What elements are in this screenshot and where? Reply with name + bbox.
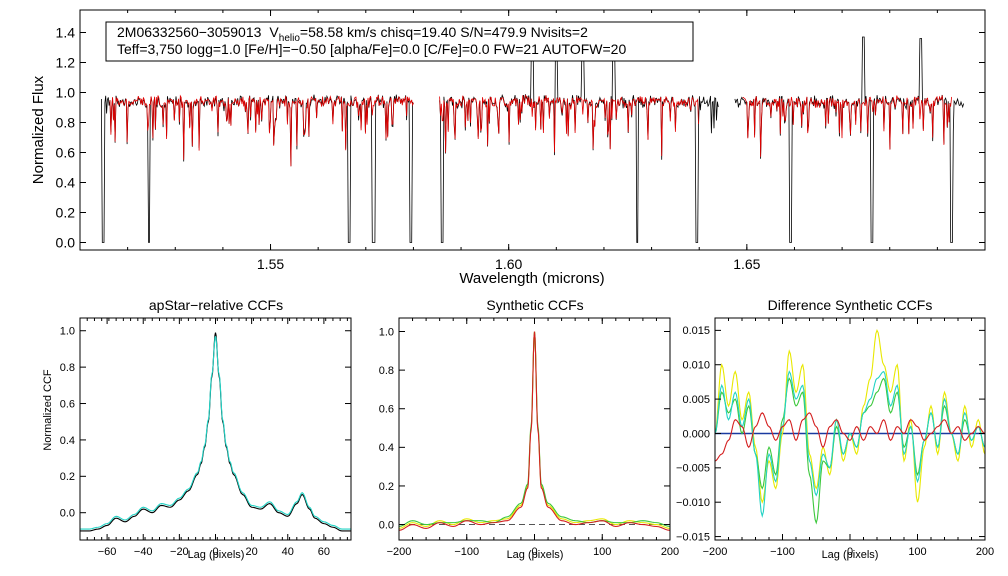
spectrum-observed-line bbox=[439, 36, 719, 243]
apstar-ccf-ytick-label: 0.6 bbox=[60, 398, 75, 410]
spectrum-ytick-label: 0.0 bbox=[56, 234, 76, 250]
diff-ccf-ytick-label: −0.015 bbox=[676, 531, 710, 543]
apstar-ccf-series-combined bbox=[80, 332, 351, 532]
apstar-ccf-ytick-label: 0.4 bbox=[60, 435, 75, 447]
diff-ccf-plot-area bbox=[714, 328, 986, 525]
synthetic-ccf-ytick-label: 0.0 bbox=[379, 519, 394, 531]
apstar-ccf-xlabel: Lag (pixels) bbox=[188, 549, 245, 561]
synthetic-ccf-ytick-label: 0.8 bbox=[379, 365, 394, 377]
synthetic-ccf-plot-area bbox=[398, 331, 671, 531]
synthetic-ccf-title: Synthetic CCFs bbox=[486, 297, 583, 313]
header-star-id: 2M06332560−3059013 bbox=[117, 24, 262, 40]
diff-ccf-xlabel: Lag (pixels) bbox=[822, 549, 879, 561]
apstar-ccf-xtick-label: −20 bbox=[170, 546, 189, 558]
spectrum-model-line bbox=[742, 95, 952, 157]
diff-ccf-title: Difference Synthetic CCFs bbox=[768, 297, 933, 313]
spectrum-ytick-label: 1.0 bbox=[56, 84, 76, 100]
synthetic-ccf-ytick-label: 0.6 bbox=[379, 404, 394, 416]
spectrum-plot-area bbox=[101, 36, 964, 243]
synthetic-ccf-ytick-label: 0.4 bbox=[379, 442, 394, 454]
apstar-ccf-xtick-label: 20 bbox=[246, 546, 258, 558]
synthetic-ccf-ytick-label: 1.0 bbox=[379, 326, 394, 338]
spectrum-xlabel: Wavelength (microns) bbox=[459, 270, 604, 287]
apstar-ccf-xtick-label: 60 bbox=[318, 546, 330, 558]
spectrum-ytick-label: 0.8 bbox=[56, 114, 76, 130]
synthetic-ccf-xtick-label: 200 bbox=[661, 546, 679, 558]
spectrum-ytick-label: 0.4 bbox=[56, 174, 76, 190]
spectrum-model-line bbox=[439, 94, 699, 157]
diff-ccf-frame bbox=[714, 317, 986, 541]
spectrum-xtick-label: 1.65 bbox=[733, 256, 760, 272]
synthetic-ccf-axes: −200 −100 0 100 200 0.0 0.2 0.4 0.6 0.8 1.0 bbox=[379, 318, 679, 558]
synthetic-ccf-panel: Synthetic CCFs −200 −100 0 100 200 0.0 0.2 0.4 0… bbox=[379, 297, 679, 561]
spectrum-ylabel: Normalized Flux bbox=[30, 75, 47, 184]
header-v-sub: helio bbox=[279, 33, 301, 44]
spectrum-model-line bbox=[109, 94, 414, 167]
apstar-ccf-ylabel: Normalized CCF bbox=[42, 369, 54, 451]
apstar-ccf-xtick-label: −40 bbox=[134, 546, 153, 558]
apstar-ccf-xtick-label: 0 bbox=[212, 546, 218, 558]
synthetic-ccf-xtick-label: 100 bbox=[593, 546, 611, 558]
diff-ccf-ytick-label: −0.005 bbox=[676, 463, 710, 475]
spectrum-xtick-label: 1.60 bbox=[495, 256, 522, 272]
spectrum-frame bbox=[79, 9, 986, 251]
spectrum-xtick-label: 1.55 bbox=[257, 256, 284, 272]
spectrum-panel: 1.55 1.60 1.65 0.0 0.2 0.4 0.6 0.8 1.0 1.2 1.4 Wav… bbox=[30, 9, 986, 287]
synthetic-ccf-xtick-label: −100 bbox=[454, 546, 479, 558]
diff-ccf-series-diff-c bbox=[714, 370, 986, 519]
diff-ccf-ytick-label: 0.010 bbox=[682, 360, 710, 372]
spectrum-ytick-label: 0.2 bbox=[56, 204, 76, 220]
header-box bbox=[105, 21, 694, 62]
spectrum-ytick-label: 0.6 bbox=[56, 144, 76, 160]
apstar-ccf-panel: apStar−relative CCFs −60 −40 −20 0 20 40 60 0.0… bbox=[42, 297, 352, 561]
apstar-ccf-xtick-label: 40 bbox=[282, 546, 294, 558]
spectrum-ytick-label: 1.4 bbox=[56, 24, 76, 40]
synthetic-ccf-xtick-label: −200 bbox=[387, 546, 412, 558]
synthetic-ccf-xlabel: Lag (pixels) bbox=[507, 549, 564, 561]
diff-ccf-series-diff-a bbox=[714, 328, 986, 504]
synthetic-ccf-frame bbox=[398, 317, 671, 541]
diff-ccf-ytick-label: 0.005 bbox=[682, 394, 710, 406]
diff-ccf-xtick-label: 0 bbox=[847, 546, 853, 558]
apstar-ccf-series-visit bbox=[80, 336, 351, 530]
diff-ccf-panel: Difference Synthetic CCFs −200 −100 0 100 20… bbox=[676, 297, 994, 561]
diff-ccf-axes: −200 −100 0 100 200 −0.015 −0.010 −0.005 0.000 0.… bbox=[676, 318, 994, 558]
apstar-ccf-frame bbox=[79, 317, 352, 541]
header-line1: 2M06332560−3059013 Vhelio=58.58 km/s chis… bbox=[117, 24, 588, 44]
apstar-ccf-ytick-label: 1.0 bbox=[60, 326, 75, 338]
apstar-ccf-axes: −60 −40 −20 0 20 40 60 0.0 0.2 0.4 0.6 0.8 1.0 bbox=[60, 318, 351, 558]
diff-ccf-xtick-label: −200 bbox=[703, 546, 728, 558]
apstar-ccf-ytick-label: 0.2 bbox=[60, 471, 75, 483]
apstar-ccf-title: apStar−relative CCFs bbox=[149, 297, 283, 313]
header-v: V bbox=[269, 24, 279, 40]
spectrum-ytick-label: 1.2 bbox=[56, 54, 76, 70]
diff-ccf-xtick-label: −100 bbox=[770, 546, 795, 558]
diff-ccf-ytick-label: 0.015 bbox=[682, 325, 710, 337]
apstar-ccf-ytick-label: 0.8 bbox=[60, 362, 75, 374]
apstar-ccf-xtick-label: −60 bbox=[98, 546, 117, 558]
diff-ccf-ytick-label: −0.010 bbox=[676, 497, 710, 509]
spectrum-observed-line bbox=[734, 36, 964, 243]
diff-ccf-xtick-label: 100 bbox=[908, 546, 926, 558]
diff-ccf-ytick-label: 0.000 bbox=[682, 428, 710, 440]
synthetic-ccf-xtick-label: 0 bbox=[531, 546, 537, 558]
diff-ccf-series-diff-d bbox=[714, 412, 986, 462]
synthetic-ccf-series-synthetic-b bbox=[398, 331, 671, 528]
synthetic-ccf-ytick-label: 0.2 bbox=[379, 481, 394, 493]
apstar-ccf-plot-area bbox=[80, 332, 351, 532]
header-rest: =58.58 km/s chisq=19.40 S/N=479.9 Nvisit… bbox=[300, 24, 588, 40]
diff-ccf-xtick-label: 200 bbox=[976, 546, 994, 558]
synthetic-ccf-series-synthetic-c bbox=[398, 331, 671, 531]
header-line2: Teff=3,750 logg=1.0 [Fe/H]=−0.50 [alpha/… bbox=[117, 41, 626, 57]
synthetic-ccf-series-synthetic-a bbox=[398, 331, 671, 529]
apstar-ccf-ytick-label: 0.0 bbox=[60, 508, 75, 520]
spectrum-axes: 1.55 1.60 1.65 0.0 0.2 0.4 0.6 0.8 1.0 1.2 1.4 bbox=[56, 10, 986, 272]
